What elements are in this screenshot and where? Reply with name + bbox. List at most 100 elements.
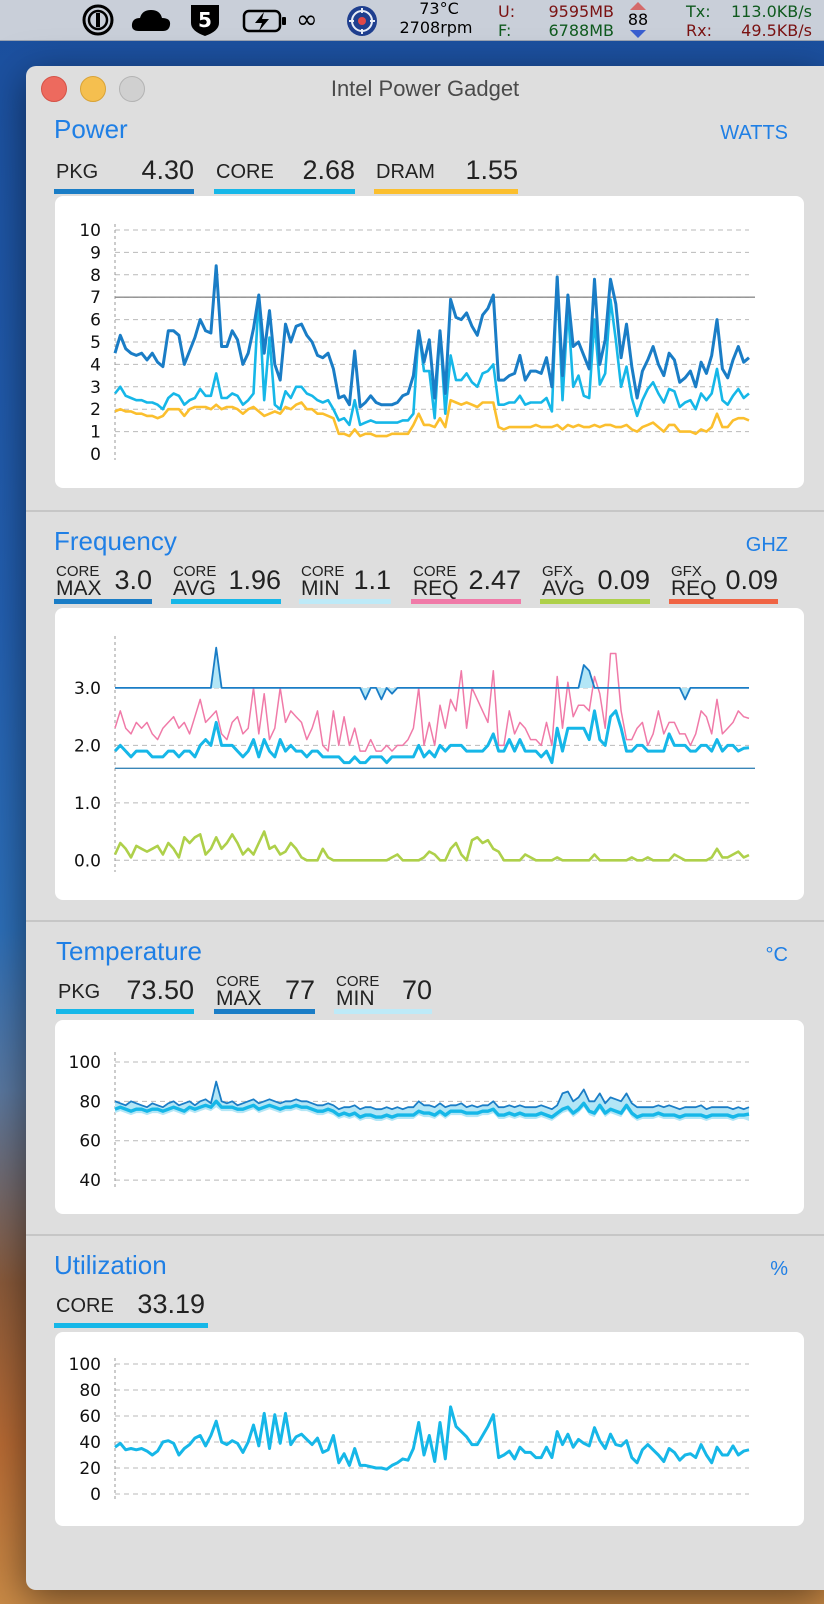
shield-5-icon[interactable]: 5 bbox=[189, 3, 221, 37]
metric-core-power: CORE 2.68 bbox=[214, 154, 355, 194]
metric-core-min-temp: CORE MIN 70 bbox=[334, 974, 432, 1014]
temperature-section: Temperature °C PKG 73.50 CORE MAX 77 COR… bbox=[26, 922, 824, 1234]
memory-free-label: F: bbox=[498, 21, 512, 40]
y-tick-label: 0.0 bbox=[74, 851, 101, 871]
y-tick-label: 3 bbox=[90, 378, 101, 398]
updown-arrows-icon[interactable] bbox=[626, 1, 650, 39]
metric-value: 1.55 bbox=[465, 155, 518, 185]
minimize-button[interactable] bbox=[80, 76, 106, 102]
metric-label-bottom: REQ bbox=[671, 577, 717, 600]
metric-label-top: CORE bbox=[173, 563, 217, 580]
metric-label: CORE bbox=[56, 1295, 114, 1317]
power-chart-panel: 0 1 2 3 4 5 6 7 8 9 10 bbox=[55, 196, 804, 488]
metric-label-bottom: REQ bbox=[413, 577, 459, 600]
series-line-core-max bbox=[115, 646, 749, 701]
y-tick-label: 80 bbox=[79, 1381, 101, 1401]
metric-core-avg-freq: CORE AVG 1.96 bbox=[171, 564, 281, 604]
y-tick-label: 10 bbox=[79, 221, 101, 241]
frequency-chart: 0.0 1.0 2.0 3.0 bbox=[74, 636, 755, 872]
metric-label-top: GFX bbox=[671, 563, 702, 580]
section-divider bbox=[26, 1234, 824, 1236]
unit-label: °C bbox=[765, 944, 788, 966]
section-title: Power bbox=[54, 114, 128, 144]
section-title: Temperature bbox=[56, 936, 202, 966]
onepassword-icon[interactable] bbox=[82, 4, 114, 36]
metric-pkg-temp: PKG 73.50 bbox=[56, 974, 194, 1014]
power-gadget-window: Intel Power Gadget Power WATTS PKG 4.30 … bbox=[26, 66, 824, 1590]
y-tick-label: 60 bbox=[79, 1407, 101, 1427]
svg-text:5: 5 bbox=[198, 8, 212, 32]
cpu-temperature: 73°C bbox=[419, 0, 459, 18]
memory-free: 6788MB bbox=[548, 21, 615, 40]
frequency-section: Frequency GHZ CORE MAX 3.0 CORE AVG 1.96 CORE M… bbox=[26, 512, 824, 920]
series-line-gfx-avg bbox=[113, 830, 750, 862]
utilization-section: Utilization % CORE 33.19 0 20 40 60 80 100 bbox=[26, 1236, 824, 1590]
metric-value: 0.09 bbox=[725, 565, 778, 595]
metric-value: 2.68 bbox=[302, 155, 355, 185]
zoom-button[interactable] bbox=[119, 76, 145, 102]
metric-label-bottom: MIN bbox=[336, 987, 375, 1010]
net-tx-label: Tx: bbox=[686, 2, 711, 21]
power-chart: 01 23 456 78 910 bbox=[79, 221, 755, 465]
y-tick-label: 1 bbox=[90, 423, 101, 443]
temperature-chart-panel: 40 60 80 100 bbox=[55, 1020, 804, 1214]
net-rx-label: Rx: bbox=[686, 21, 712, 40]
metric-color-bar bbox=[214, 1009, 315, 1014]
title-bar[interactable]: Intel Power Gadget bbox=[26, 66, 824, 110]
y-tick-label: 100 bbox=[69, 1053, 101, 1073]
metric-value: 3.0 bbox=[114, 565, 152, 595]
y-tick-label: 7 bbox=[90, 288, 101, 308]
section-divider bbox=[26, 510, 824, 512]
section-title: Frequency bbox=[54, 526, 177, 556]
unit-label: GHZ bbox=[745, 534, 788, 556]
metric-value: 1.1 bbox=[353, 565, 391, 595]
y-tick-label: 100 bbox=[69, 1355, 101, 1375]
metric-color-bar bbox=[540, 599, 650, 604]
metric-label-top: CORE bbox=[301, 563, 345, 580]
unit-label: WATTS bbox=[720, 122, 788, 144]
unit-label: % bbox=[770, 1258, 788, 1280]
cloud-icon[interactable] bbox=[130, 6, 172, 34]
metric-gfx-req-freq: GFX REQ 0.09 bbox=[669, 564, 778, 604]
menu-bar: 5 ∞ 73°C 2708rpm U: 9595MB F: 6788MB 88 … bbox=[0, 0, 824, 41]
series-line-core-avg bbox=[113, 709, 750, 765]
series-line-core bbox=[113, 275, 750, 427]
metric-label: PKG bbox=[56, 161, 99, 183]
metric-label: DRAM bbox=[376, 161, 435, 183]
metric-value: 77 bbox=[284, 975, 315, 1005]
metric-value: 4.30 bbox=[141, 155, 194, 185]
frequency-chart-panel: 0.0 1.0 2.0 3.0 bbox=[55, 608, 804, 900]
metric-value: 73.50 bbox=[126, 975, 194, 1005]
close-button[interactable] bbox=[41, 76, 67, 102]
y-tick-label: 1.0 bbox=[74, 794, 101, 814]
cpu-badge: 88 bbox=[627, 10, 649, 29]
y-tick-label: 40 bbox=[79, 1433, 101, 1453]
series-line-core-req bbox=[114, 652, 750, 752]
metric-label-top: CORE bbox=[216, 973, 260, 990]
y-tick-label: 0 bbox=[90, 445, 101, 465]
metric-value: 33.19 bbox=[137, 1289, 205, 1319]
metric-dram-power: DRAM 1.55 bbox=[374, 154, 518, 194]
y-tick-label: 9 bbox=[90, 243, 101, 263]
metric-label-top: GFX bbox=[542, 563, 573, 580]
metric-core-max-freq: CORE MAX 3.0 bbox=[54, 564, 152, 604]
metric-core-req-freq: CORE REQ 2.47 bbox=[411, 564, 521, 604]
metric-color-bar bbox=[54, 599, 152, 604]
metric-label-bottom: AVG bbox=[542, 577, 585, 600]
y-tick-label: 8 bbox=[90, 266, 101, 286]
y-tick-label: 80 bbox=[79, 1092, 101, 1112]
metric-core-utilization: CORE 33.19 bbox=[54, 1288, 208, 1328]
net-tx: 113.0KB/s bbox=[731, 2, 812, 21]
metric-color-bar bbox=[171, 599, 281, 604]
istat-fan-icon[interactable] bbox=[346, 5, 378, 37]
metric-label-top: CORE bbox=[413, 563, 457, 580]
battery-charging-icon[interactable] bbox=[242, 8, 288, 34]
temperature-chart: 40 60 80 100 bbox=[69, 1052, 750, 1191]
metric-color-bar bbox=[411, 599, 521, 604]
y-tick-label: 3.0 bbox=[74, 679, 101, 699]
utilization-chart: 0 20 40 60 80 100 bbox=[69, 1355, 750, 1505]
metric-pkg-power: PKG 4.30 bbox=[54, 154, 194, 194]
metric-label-bottom: AVG bbox=[173, 577, 216, 600]
metric-gfx-avg-freq: GFX AVG 0.09 bbox=[540, 564, 650, 604]
metric-core-min-freq: CORE MIN 1.1 bbox=[299, 564, 391, 604]
